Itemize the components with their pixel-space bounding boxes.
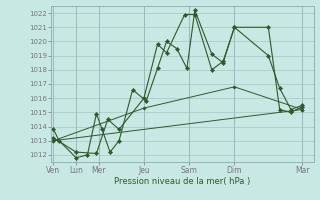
X-axis label: Pression niveau de la mer( hPa ): Pression niveau de la mer( hPa ) [114,177,251,186]
